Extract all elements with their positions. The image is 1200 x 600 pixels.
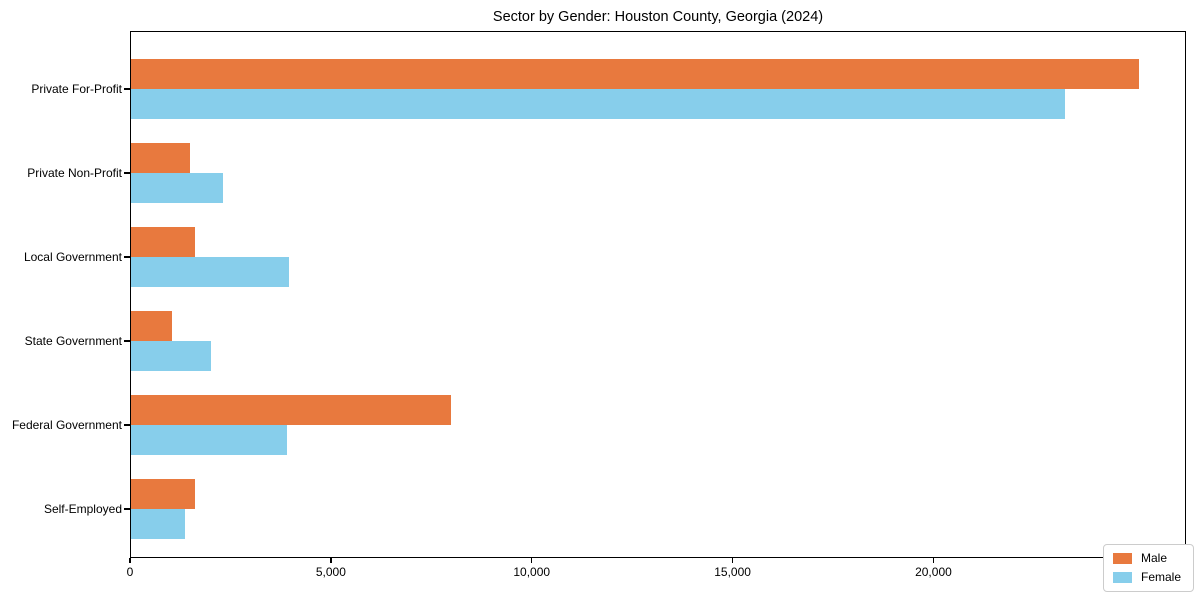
ytick-mark-state-government <box>124 340 130 342</box>
plot-area <box>130 31 1186 558</box>
ytick-mark-federal-government <box>124 424 130 426</box>
legend-label-male: Male <box>1140 551 1167 565</box>
xtick-mark-15000 <box>731 558 734 563</box>
chart-title: Sector by Gender: Houston County, Georgi… <box>492 9 824 25</box>
xtick-label-5000: 5,000 <box>315 565 346 579</box>
legend-label-female: Female <box>1140 570 1181 584</box>
bar-female-local-government <box>131 256 290 287</box>
legend-item-female: Female <box>1112 570 1181 584</box>
ytick-label-local-government: Local Government <box>23 250 122 264</box>
xtick-mark-20000 <box>932 558 935 563</box>
xtick-label-0: 0 <box>126 565 134 579</box>
xtick-label-15000: 15,000 <box>714 565 751 579</box>
xtick-label-10000: 10,000 <box>513 565 551 579</box>
ytick-label-private-for-profit: Private For-Profit <box>31 82 122 96</box>
ytick-mark-private-non-profit <box>124 172 130 174</box>
ytick-label-federal-government: Federal Government <box>11 418 122 432</box>
ytick-label-private-non-profit: Private Non-Profit <box>27 166 122 180</box>
ytick-mark-private-for-profit <box>124 88 130 90</box>
bar-female-state-government <box>131 340 211 371</box>
bar-female-federal-government <box>131 424 287 455</box>
ytick-mark-local-government <box>124 256 130 258</box>
ytick-label-state-government: State Government <box>24 334 122 348</box>
legend-swatch-female <box>1112 572 1132 583</box>
legend: Male Female <box>1102 544 1194 592</box>
ytick-mark-self-employed <box>124 508 130 510</box>
bar-male-state-government <box>131 310 172 341</box>
bar-male-federal-government <box>131 394 452 425</box>
legend-swatch-male <box>1112 553 1132 564</box>
bar-female-private-non-profit <box>131 172 223 203</box>
xtick-label-20000: 20,000 <box>915 565 952 579</box>
legend-item-male: Male <box>1112 551 1181 565</box>
bar-female-self-employed <box>131 508 186 539</box>
xtick-mark-5000 <box>330 558 332 563</box>
bar-female-private-for-profit <box>131 88 1065 119</box>
xtick-mark-10000 <box>530 558 533 563</box>
bar-male-local-government <box>131 226 196 257</box>
xtick-mark-0 <box>129 558 131 563</box>
bar-male-private-for-profit <box>131 58 1140 89</box>
ytick-label-self-employed: Self-Employed <box>43 502 122 516</box>
bar-male-private-non-profit <box>131 142 191 173</box>
bar-male-self-employed <box>131 478 196 509</box>
